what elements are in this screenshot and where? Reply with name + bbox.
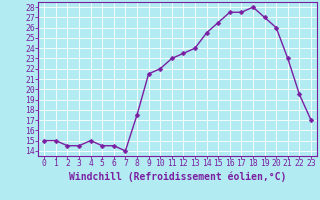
X-axis label: Windchill (Refroidissement éolien,°C): Windchill (Refroidissement éolien,°C) <box>69 171 286 182</box>
